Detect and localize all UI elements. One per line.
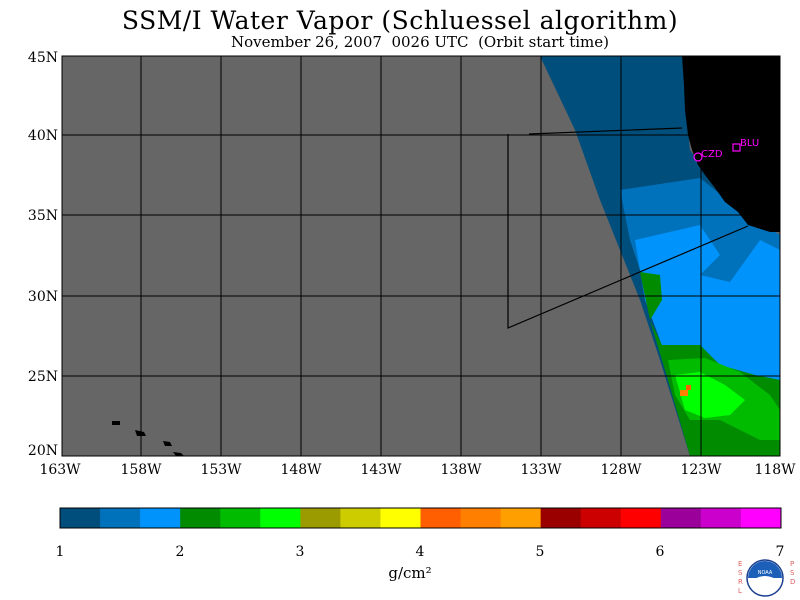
lon-label-148w: 148W <box>280 462 322 478</box>
noaa-seal-bird <box>750 576 780 588</box>
hawaii-island <box>163 441 172 446</box>
colorbar-label-7: 7 <box>775 544 785 560</box>
lat-label-20n: 20N <box>27 443 58 459</box>
colorbar-swatch <box>220 508 261 528</box>
logo-esrl-l: L <box>738 587 742 595</box>
colorbar-label-4: 4 <box>415 544 425 560</box>
colorbar-swatch <box>540 508 582 528</box>
colorbar-label-6: 6 <box>655 544 665 560</box>
lon-label-143w: 143W <box>360 462 402 478</box>
colorbar-swatch <box>140 508 181 528</box>
colorbar-swatch <box>620 508 662 528</box>
colorbar-label-2: 2 <box>175 544 185 560</box>
colorbar-swatch <box>580 508 622 528</box>
graticule <box>62 56 780 456</box>
logo-psd-d: D <box>790 578 795 586</box>
colorbar-swatch <box>740 508 782 528</box>
colorbar-swatch <box>180 508 221 528</box>
colorbar-swatch <box>700 508 742 528</box>
lat-label-35n: 35N <box>27 208 58 224</box>
map-title: SSM/I Water Vapor (Schluessel algorithm) <box>121 6 679 35</box>
colorbar-swatch <box>100 508 141 528</box>
lat-label-25n: 25N <box>27 369 58 385</box>
colorbar-frame <box>59 507 782 529</box>
square-marker-icon <box>732 143 741 152</box>
colorbar-swatch <box>60 508 101 528</box>
colorbar-swatch <box>420 508 462 528</box>
lon-label-133w: 133W <box>520 462 562 478</box>
hawaii-island <box>112 421 120 425</box>
colorbar-swatch <box>380 508 421 528</box>
logo-noaa-text: NOAA <box>758 570 773 576</box>
lon-label-163w: 163W <box>39 462 81 478</box>
colorbar-swatch <box>300 508 341 528</box>
lat-label-45n: 45N <box>27 50 58 66</box>
colorbar-label-5: 5 <box>535 544 545 560</box>
lat-label-40n: 40N <box>27 128 58 144</box>
colorbar <box>60 508 782 528</box>
colorbar-unit-label: g/cm² <box>388 564 432 582</box>
lon-label-123w: 123W <box>680 462 722 478</box>
lon-label-128w: 128W <box>600 462 642 478</box>
track-outline <box>507 134 749 329</box>
colorbar-swatch <box>500 508 542 528</box>
swath-band-4-4.33 <box>686 385 691 390</box>
colorbar-label-1: 1 <box>55 544 65 560</box>
noaa-seal-top <box>748 561 782 578</box>
lon-label-158w: 158W <box>120 462 162 478</box>
map-frame <box>61 55 781 457</box>
colorbar-swatch <box>340 508 381 528</box>
logo-psd-p: P <box>790 560 794 568</box>
lon-label-138w: 138W <box>440 462 482 478</box>
colorbar-swatch <box>460 508 502 528</box>
track-outline <box>528 127 683 135</box>
logo-esrl-r: R <box>738 578 743 586</box>
swath-band-4.33-4.67 <box>680 390 688 396</box>
station-label-blu: BLU <box>740 138 759 149</box>
logo-esrl-s: S <box>738 569 743 577</box>
hawaii-island <box>173 452 184 456</box>
swath-band-2.67-3 <box>675 372 745 418</box>
land-mass <box>682 56 780 232</box>
logo-esrl-e: E <box>738 560 742 568</box>
colorbar-swatch <box>260 508 301 528</box>
map-subtitle: November 26, 2007 0026 UTC (Orbit start … <box>230 33 609 51</box>
lon-label-118w: 118W <box>754 462 796 478</box>
station-label-czd: CZD <box>701 149 723 160</box>
lat-label-30n: 30N <box>27 289 58 305</box>
noaa-logo: E S R L NOAA P S D <box>738 559 795 597</box>
logo-psd-s: S <box>790 569 795 577</box>
colorbar-swatch <box>660 508 702 528</box>
lon-label-153w: 153W <box>200 462 242 478</box>
colorbar-label-3: 3 <box>295 544 305 560</box>
circle-marker-icon <box>693 152 703 162</box>
